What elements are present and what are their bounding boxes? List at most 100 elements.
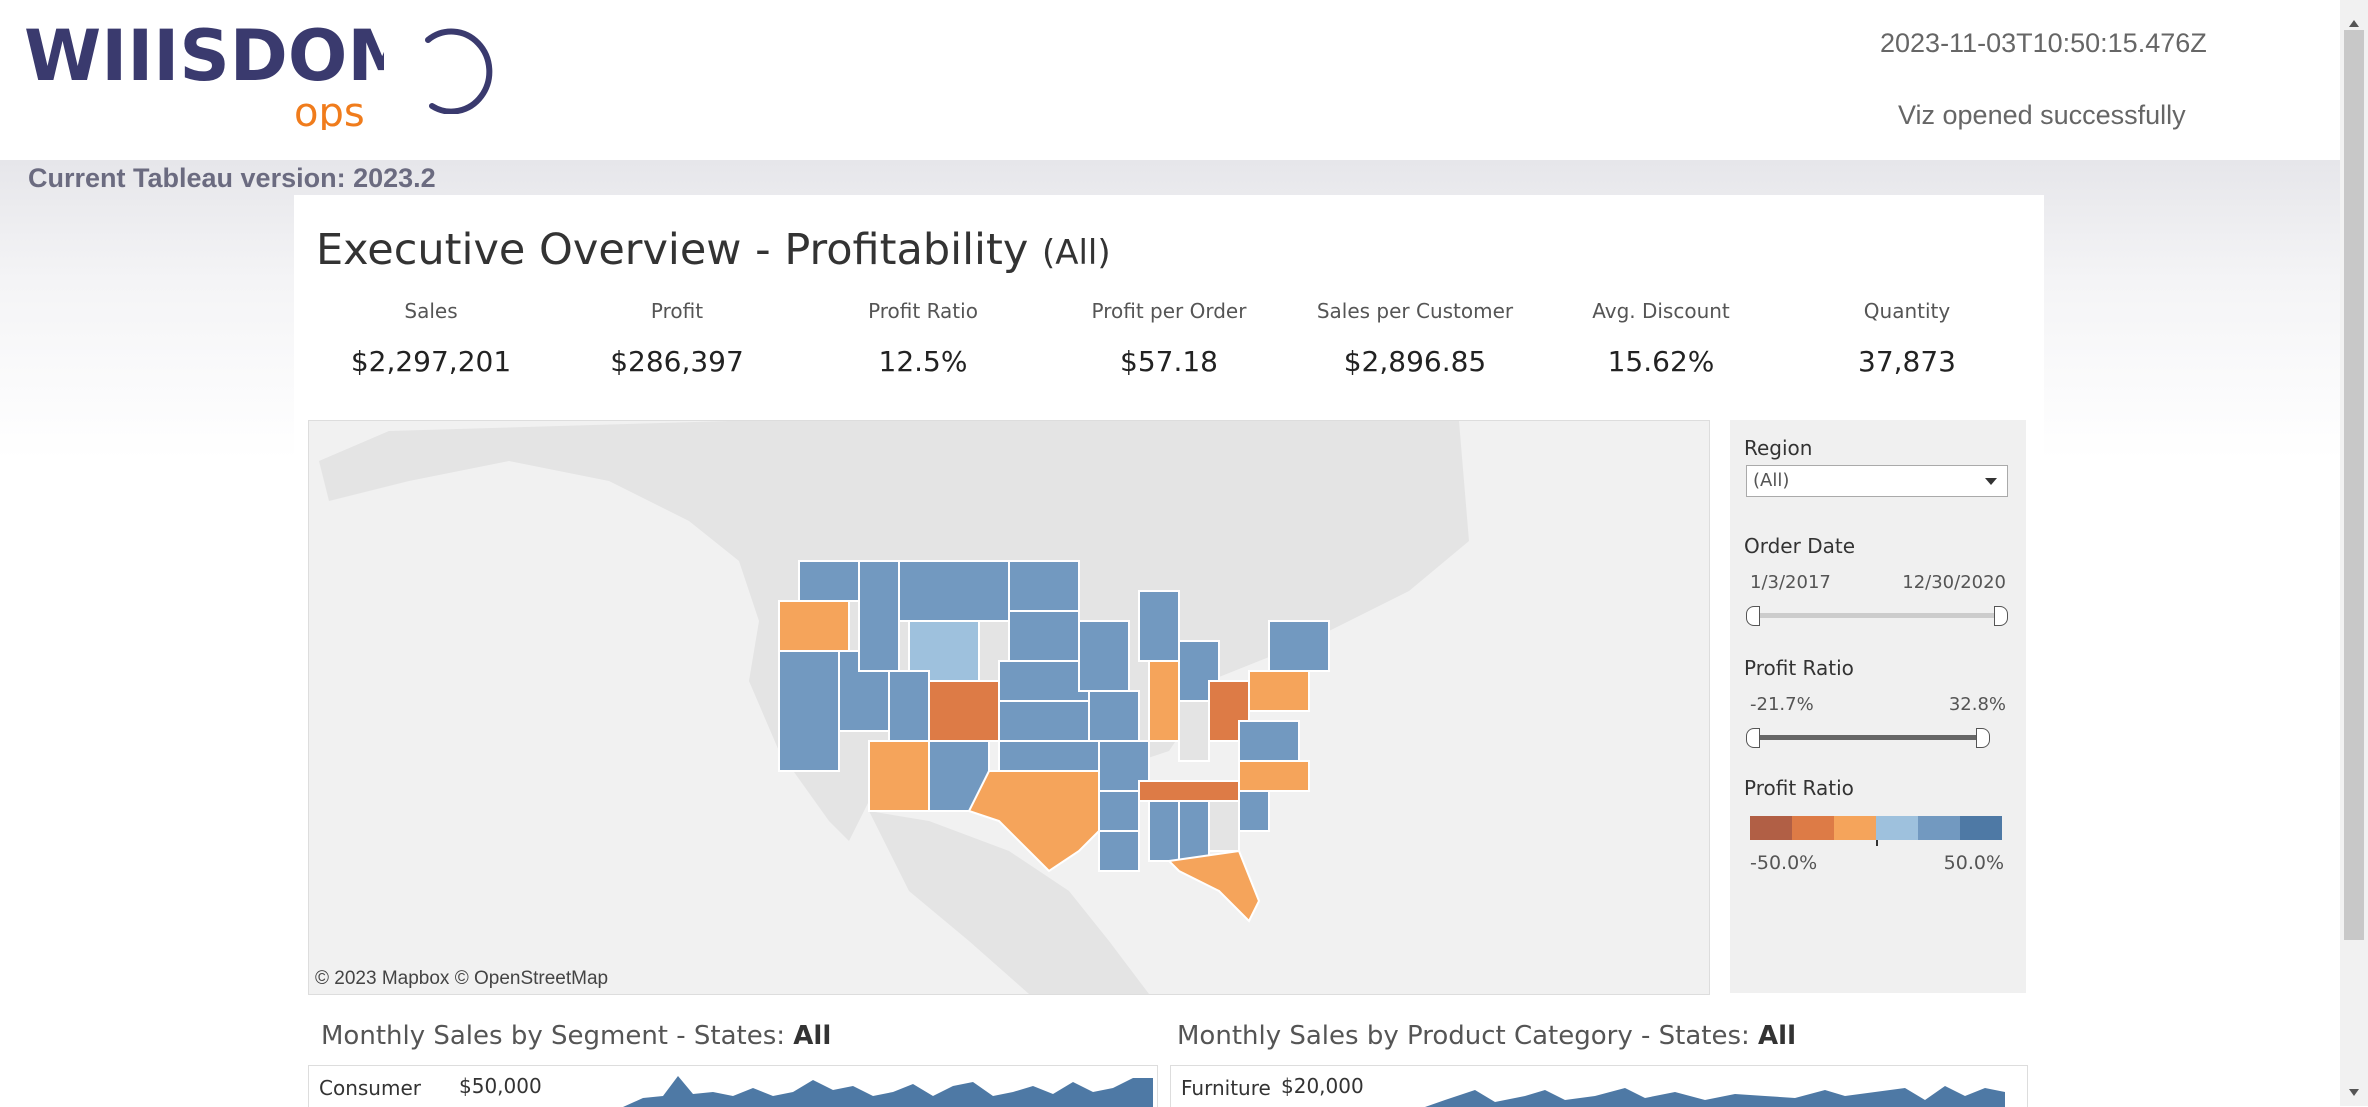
state-montana[interactable] — [898, 560, 1010, 622]
state-colorado[interactable] — [928, 680, 1000, 742]
profit-ratio-max: 32.8% — [1948, 694, 2006, 715]
logo-sub-text: ops — [294, 90, 365, 130]
kpi-value: $286,397 — [610, 345, 744, 378]
legend-swatch — [1834, 816, 1876, 840]
state-oregon[interactable] — [778, 600, 850, 652]
region-filter-label: Region — [1744, 436, 1813, 460]
kpi-avg-discount[interactable]: Avg. Discount 15.62% — [1538, 299, 1784, 389]
status-message: Viz opened successfully — [1898, 100, 2186, 130]
kpi-label: Profit Ratio — [868, 299, 978, 323]
category-sales-chart[interactable]: Furniture $20,000 — [1170, 1065, 2028, 1107]
state-iowa[interactable] — [1088, 690, 1140, 742]
segment-row-label: Consumer — [319, 1076, 421, 1100]
kpi-value: $57.18 — [1120, 345, 1218, 378]
state-south-dakota[interactable] — [1008, 610, 1080, 662]
legend-swatch — [1918, 816, 1960, 840]
profit-map[interactable]: © 2023 Mapbox © OpenStreetMap — [308, 420, 1710, 995]
state-new-york[interactable] — [1268, 620, 1330, 672]
kpi-sales[interactable]: Sales $2,297,201 — [308, 299, 554, 389]
state-washington[interactable] — [798, 560, 860, 602]
map-attribution[interactable]: © 2023 Mapbox © OpenStreetMap — [315, 968, 609, 989]
state-florida[interactable] — [1166, 849, 1261, 923]
state-idaho[interactable] — [858, 560, 900, 672]
state-tennessee[interactable] — [1138, 780, 1240, 802]
kpi-profit-ratio[interactable]: Profit Ratio 12.5% — [800, 299, 1046, 389]
state-alabama[interactable] — [1178, 800, 1210, 862]
profit-ratio-color-legend[interactable] — [1750, 816, 2002, 840]
region-dropdown[interactable]: (All) — [1746, 465, 2008, 497]
state-utah[interactable] — [888, 670, 930, 742]
legend-swatch — [1750, 816, 1792, 840]
legend-max: 50.0% — [1943, 852, 2004, 874]
state-minnesota[interactable] — [1078, 620, 1130, 692]
state-north-dakota[interactable] — [1008, 560, 1080, 612]
scroll-down-arrow-icon[interactable] — [2349, 1089, 2359, 1096]
state-missouri[interactable] — [1098, 740, 1150, 792]
logo-text: WIIISDOM — [24, 18, 384, 97]
app-header: WIIISDOM ops 2023-11-03T10:50:15.476Z Vi… — [0, 0, 2340, 160]
state-arkansas[interactable] — [1098, 790, 1140, 832]
legend-swatch — [1960, 816, 2002, 840]
kpi-quantity[interactable]: Quantity 37,873 — [1784, 299, 2030, 389]
scrollbar-thumb[interactable] — [2344, 30, 2364, 940]
state-mississippi[interactable] — [1148, 800, 1180, 862]
state-oklahoma[interactable] — [998, 740, 1100, 772]
profit-ratio-filter-label: Profit Ratio — [1744, 656, 1854, 680]
state-nebraska[interactable] — [998, 660, 1090, 702]
kpi-value: $2,297,201 — [350, 345, 512, 378]
profit-ratio-max-handle[interactable] — [1976, 728, 1990, 748]
wiiisdom-logo: WIIISDOM ops — [24, 15, 417, 136]
category-panel-title: Monthly Sales by Product Category - Stat… — [1177, 1021, 1796, 1051]
category-panel-title-text: Monthly Sales by Product Category - Stat… — [1177, 1021, 1750, 1051]
dashboard-title: Executive Overview - Profitability (All) — [316, 225, 1111, 275]
segment-sales-chart[interactable]: Consumer $50,000 — [308, 1065, 1158, 1107]
tableau-version: Current Tableau version: 2023.2 — [28, 163, 436, 193]
state-arizona[interactable] — [868, 740, 930, 812]
order-date-slider-track[interactable] — [1758, 613, 1996, 618]
segment-panel-title: Monthly Sales by Segment - States: All — [321, 1021, 831, 1051]
profit-ratio-min-handle[interactable] — [1746, 728, 1760, 748]
state-louisiana[interactable] — [1098, 830, 1140, 872]
kpi-label: Avg. Discount — [1592, 299, 1730, 323]
state-wisconsin[interactable] — [1138, 590, 1180, 662]
page-scrollbar[interactable] — [2340, 0, 2368, 1106]
segment-panel-title-text: Monthly Sales by Segment - States: — [321, 1021, 786, 1051]
dashboard-title-text: Executive Overview - Profitability — [316, 225, 1029, 275]
state-georgia[interactable] — [1208, 800, 1240, 852]
kpi-value: 12.5% — [878, 345, 968, 378]
loading-spinner-icon — [424, 26, 500, 115]
order-date-min-handle[interactable] — [1746, 606, 1760, 626]
kpi-sales-per-customer[interactable]: Sales per Customer $2,896.85 — [1292, 299, 1538, 389]
timestamp: 2023-11-03T10:50:15.476Z — [1880, 28, 2207, 58]
segment-panel-filter: All — [793, 1021, 832, 1051]
chevron-down-icon — [1985, 478, 1997, 485]
state-illinois[interactable] — [1148, 660, 1180, 742]
state-north-carolina[interactable] — [1238, 760, 1310, 792]
kpi-profit[interactable]: Profit $286,397 — [554, 299, 800, 389]
kpi-label: Sales — [404, 299, 458, 323]
filter-panel: Region (All) Order Date 1/3/2017 12/30/2… — [1730, 420, 2026, 993]
order-date-label: Order Date — [1744, 534, 1855, 558]
legend-swatch — [1876, 816, 1918, 840]
state-pennsylvania[interactable] — [1248, 670, 1310, 712]
kpi-label: Profit — [650, 299, 704, 323]
dashboard-title-suffix: (All) — [1041, 233, 1111, 273]
profit-ratio-slider-track[interactable] — [1758, 735, 1978, 740]
kpi-label: Sales per Customer — [1316, 299, 1514, 323]
central-america-land — [869, 811, 1149, 994]
state-south-carolina[interactable] — [1238, 790, 1270, 832]
order-date-max-handle[interactable] — [1994, 606, 2008, 626]
dashboard: Executive Overview - Profitability (All)… — [294, 195, 2044, 1107]
kpi-value: $2,896.85 — [1343, 345, 1487, 378]
scroll-up-arrow-icon[interactable] — [2349, 20, 2359, 27]
state-california[interactable] — [778, 650, 840, 772]
kpi-value: 37,873 — [1858, 345, 1956, 378]
state-kansas[interactable] — [998, 700, 1090, 742]
state-virginia[interactable] — [1238, 720, 1300, 762]
region-dropdown-value: (All) — [1753, 470, 1790, 491]
kpi-profit-per-order[interactable]: Profit per Order $57.18 — [1046, 299, 1292, 389]
state-indiana[interactable] — [1178, 700, 1210, 762]
profit-ratio-min: -21.7% — [1750, 694, 1814, 715]
category-area-series — [1385, 1086, 2005, 1107]
state-shapes[interactable] — [778, 560, 1330, 923]
